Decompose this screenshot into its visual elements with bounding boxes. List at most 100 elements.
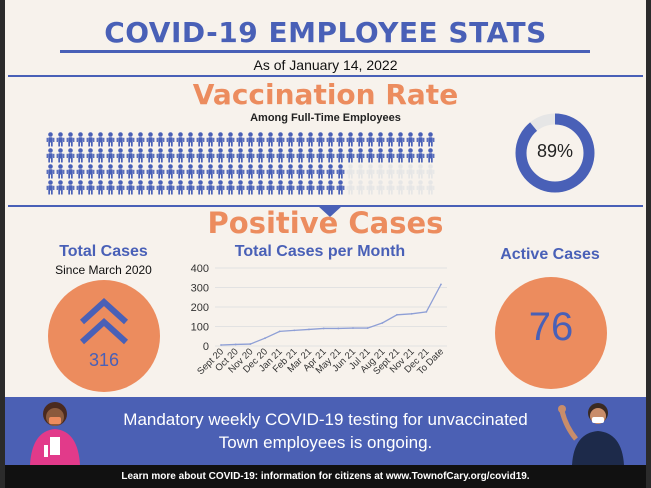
person-icon bbox=[166, 164, 175, 179]
person-icon bbox=[336, 132, 345, 147]
person-icon bbox=[156, 180, 165, 195]
person-icon bbox=[246, 132, 255, 147]
person-icon bbox=[166, 148, 175, 163]
person-icon bbox=[406, 164, 415, 179]
person-icon bbox=[386, 164, 395, 179]
person-icon bbox=[296, 148, 305, 163]
person-icon bbox=[186, 180, 195, 195]
person-icon bbox=[96, 180, 105, 195]
person-icon bbox=[296, 132, 305, 147]
person-icon bbox=[206, 132, 215, 147]
person-icon bbox=[406, 148, 415, 163]
person-icon bbox=[216, 180, 225, 195]
person-icon bbox=[286, 132, 295, 147]
person-icon bbox=[296, 164, 305, 179]
person-icon bbox=[266, 180, 275, 195]
person-icon bbox=[56, 164, 65, 179]
person-icon bbox=[66, 180, 75, 195]
person-icon bbox=[196, 180, 205, 195]
person-icon bbox=[226, 132, 235, 147]
vaccination-donut bbox=[515, 113, 595, 193]
person-icon bbox=[116, 180, 125, 195]
person-icon bbox=[256, 164, 265, 179]
person-icon bbox=[376, 148, 385, 163]
person-icon bbox=[356, 164, 365, 179]
person-icon bbox=[176, 164, 185, 179]
person-icon bbox=[366, 180, 375, 195]
person-icon bbox=[146, 132, 155, 147]
person-icon bbox=[286, 180, 295, 195]
person-icon bbox=[416, 164, 425, 179]
person-icon bbox=[176, 148, 185, 163]
person-icon bbox=[76, 164, 85, 179]
person-icon bbox=[266, 164, 275, 179]
y-tick-label: 400 bbox=[191, 263, 209, 275]
person-icon bbox=[46, 180, 55, 195]
person-icon bbox=[66, 164, 75, 179]
data-point bbox=[396, 313, 398, 316]
data-point bbox=[308, 328, 310, 331]
page-title: COVID-19 EMPLOYEE STATS bbox=[104, 16, 547, 49]
data-point bbox=[337, 327, 340, 330]
person-icon bbox=[116, 164, 125, 179]
data-point bbox=[234, 343, 237, 346]
vaccination-rate-value: 89% bbox=[536, 141, 574, 161]
person-icon bbox=[86, 180, 95, 195]
person-icon bbox=[246, 148, 255, 163]
person-icon bbox=[106, 164, 115, 179]
person-icon bbox=[236, 180, 245, 195]
person-icon bbox=[336, 164, 345, 179]
person-icon bbox=[196, 164, 205, 179]
person-icon bbox=[66, 132, 75, 147]
person-icon bbox=[196, 148, 205, 163]
total-cases-since: Since March 2020 bbox=[55, 263, 152, 277]
person-icon bbox=[406, 180, 415, 195]
data-point bbox=[278, 330, 281, 333]
person-icon bbox=[396, 132, 405, 147]
person-icon bbox=[256, 132, 265, 147]
person-icon bbox=[306, 180, 315, 195]
data-point bbox=[264, 337, 266, 340]
person-icon bbox=[206, 180, 215, 195]
vaccination-title: Vaccination Rate bbox=[192, 78, 459, 111]
data-point bbox=[249, 343, 252, 345]
person-icon bbox=[306, 164, 315, 179]
person-icon bbox=[276, 180, 285, 195]
person-icon bbox=[86, 148, 95, 163]
person-icon bbox=[276, 164, 285, 179]
person-icon bbox=[326, 148, 335, 163]
person-icon bbox=[136, 180, 145, 195]
data-point bbox=[220, 344, 222, 346]
person-icon bbox=[216, 132, 225, 147]
person-icon bbox=[256, 180, 265, 195]
data-point bbox=[293, 329, 296, 332]
person-icon bbox=[166, 180, 175, 195]
person-icon bbox=[396, 180, 405, 195]
footer-info: Learn more about COVID-19: information f… bbox=[0, 465, 651, 488]
person-icon bbox=[426, 148, 435, 163]
data-point bbox=[352, 327, 354, 329]
person-icon bbox=[356, 148, 365, 163]
person-icon bbox=[166, 132, 175, 147]
person-icon bbox=[206, 164, 215, 179]
person-icon bbox=[396, 148, 405, 163]
active-cases-heading: Active Cases bbox=[500, 246, 600, 263]
person-icon bbox=[126, 180, 135, 195]
chevron-up-icon bbox=[79, 297, 129, 345]
person-icon bbox=[56, 132, 65, 147]
data-point bbox=[440, 283, 442, 286]
person-icon bbox=[366, 164, 375, 179]
series-line bbox=[220, 284, 442, 346]
person-icon bbox=[406, 132, 415, 147]
section-divider-top bbox=[8, 75, 643, 77]
person-icon bbox=[96, 148, 105, 163]
person-icon bbox=[96, 164, 105, 179]
person-icon bbox=[146, 148, 155, 163]
person-icon bbox=[146, 180, 155, 195]
person-icon bbox=[356, 180, 365, 195]
person-icon bbox=[216, 164, 225, 179]
chart-title: Total Cases per Month bbox=[234, 243, 406, 260]
person-icon bbox=[276, 132, 285, 147]
person-icon bbox=[386, 180, 395, 195]
person-icon bbox=[136, 148, 145, 163]
